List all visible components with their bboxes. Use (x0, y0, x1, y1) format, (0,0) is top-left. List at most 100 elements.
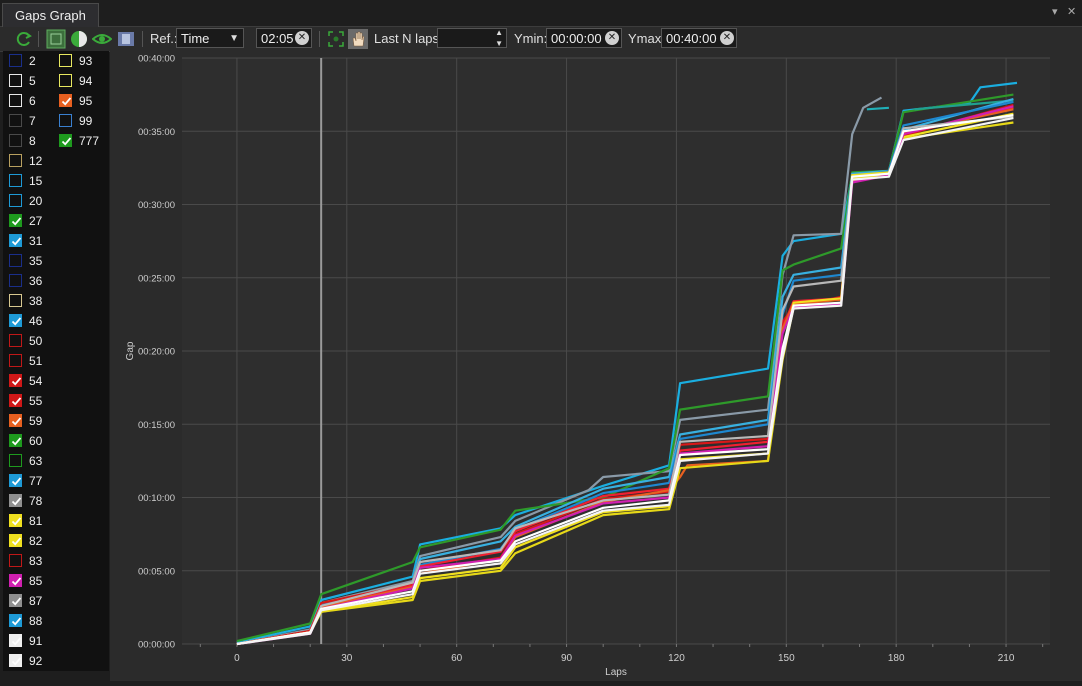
legend-item-82[interactable]: 82 (3, 531, 53, 551)
legend-checkbox[interactable] (9, 434, 22, 447)
pie-icon[interactable] (69, 29, 89, 49)
legend-item-93[interactable]: 93 (53, 51, 103, 71)
legend-checkbox[interactable] (9, 494, 22, 507)
legend-checkbox[interactable] (59, 54, 72, 67)
stepper-icon[interactable]: ▲ ▼ (495, 28, 503, 48)
legend-item-36[interactable]: 36 (3, 271, 53, 291)
legend-checkbox[interactable] (9, 554, 22, 567)
legend-checkbox[interactable] (9, 594, 22, 607)
legend-item-5[interactable]: 5 (3, 71, 53, 91)
legend-checkbox[interactable] (9, 234, 22, 247)
legend-item-95[interactable]: 95 (53, 91, 103, 111)
legend-item-55[interactable]: 55 (3, 391, 53, 411)
legend-checkbox[interactable] (9, 354, 22, 367)
legend-item-60[interactable]: 60 (3, 431, 53, 451)
series-line-15[interactable] (236, 117, 1014, 646)
y-tick-label: 00:40:00 (138, 54, 175, 65)
dropdown-arrow-icon[interactable]: ▾ (1052, 6, 1058, 18)
legend-checkbox[interactable] (9, 274, 22, 287)
legend-checkbox[interactable] (9, 474, 22, 487)
legend-checkbox[interactable] (9, 194, 22, 207)
series-line-3[interactable] (236, 93, 1014, 643)
hand-pan-icon[interactable] (348, 29, 368, 49)
legend-checkbox[interactable] (9, 114, 22, 127)
legend-checkbox[interactable] (9, 294, 22, 307)
legend-item-87[interactable]: 87 (3, 591, 53, 611)
last-n-laps-input[interactable]: ▲ ▼ (437, 28, 507, 48)
legend-checkbox[interactable] (9, 254, 22, 267)
legend-item-50[interactable]: 50 (3, 331, 53, 351)
legend-item-63[interactable]: 63 (3, 451, 53, 471)
legend-checkbox[interactable] (9, 514, 22, 527)
series-line-14[interactable] (236, 114, 1014, 646)
legend-item-31[interactable]: 31 (3, 231, 53, 251)
legend-checkbox[interactable] (9, 174, 22, 187)
legend-item-78[interactable]: 78 (3, 491, 53, 511)
legend-item-54[interactable]: 54 (3, 371, 53, 391)
time-input[interactable]: 02:05 ✕ (256, 28, 312, 48)
legend-checkbox[interactable] (9, 154, 22, 167)
legend-checkbox[interactable] (9, 54, 22, 67)
legend-item-15[interactable]: 15 (3, 171, 53, 191)
legend-item-777[interactable]: 777 (53, 131, 103, 151)
refresh-icon[interactable] (14, 29, 34, 49)
legend-checkbox[interactable] (9, 374, 22, 387)
legend-checkbox[interactable] (9, 134, 22, 147)
legend-item-83[interactable]: 83 (3, 551, 53, 571)
series-line-4[interactable] (914, 99, 1014, 111)
legend-item-81[interactable]: 81 (3, 511, 53, 531)
legend-checkbox[interactable] (9, 574, 22, 587)
legend-item-51[interactable]: 51 (3, 351, 53, 371)
legend-item-12[interactable]: 12 (3, 151, 53, 171)
legend-checkbox[interactable] (9, 614, 22, 627)
legend-checkbox[interactable] (9, 454, 22, 467)
legend-checkbox[interactable] (59, 114, 72, 127)
legend-item-38[interactable]: 38 (3, 291, 53, 311)
legend-item-7[interactable]: 7 (3, 111, 53, 131)
clear-ymin-icon[interactable]: ✕ (605, 31, 619, 45)
legend-item-46[interactable]: 46 (3, 311, 53, 331)
legend-item-35[interactable]: 35 (3, 251, 53, 271)
legend-checkbox[interactable] (9, 394, 22, 407)
legend-checkbox[interactable] (9, 414, 22, 427)
legend-item-59[interactable]: 59 (3, 411, 53, 431)
legend-checkbox[interactable] (9, 94, 22, 107)
series-line-1[interactable] (236, 96, 883, 646)
eye-icon[interactable] (92, 29, 112, 49)
legend-item-20[interactable]: 20 (3, 191, 53, 211)
legend-item-85[interactable]: 85 (3, 571, 53, 591)
legend-item-2[interactable]: 2 (3, 51, 53, 71)
legend-checkbox[interactable] (9, 654, 22, 667)
tab-gaps-graph[interactable]: Gaps Graph (2, 3, 99, 27)
legend-checkbox[interactable] (9, 634, 22, 647)
legend-item-6[interactable]: 6 (3, 91, 53, 111)
legend-item-94[interactable]: 94 (53, 71, 103, 91)
legend-item-27[interactable]: 27 (3, 211, 53, 231)
legend-item-77[interactable]: 77 (3, 471, 53, 491)
grid-view-icon[interactable] (46, 29, 66, 49)
legend-checkbox[interactable] (9, 334, 22, 347)
legend-checkbox[interactable] (9, 74, 22, 87)
legend-item-88[interactable]: 88 (3, 611, 53, 631)
ref-select[interactable]: Time ▼ (176, 28, 244, 48)
legend-item-91[interactable]: 91 (3, 631, 53, 651)
film-icon[interactable] (116, 29, 136, 49)
legend-checkbox[interactable] (59, 74, 72, 87)
ymin-input[interactable]: 00:00:00 ✕ (546, 28, 622, 48)
legend-checkbox[interactable] (9, 314, 22, 327)
close-icon[interactable]: ✕ (1067, 6, 1077, 18)
legend-item-92[interactable]: 92 (3, 651, 53, 671)
series-line-11[interactable] (236, 121, 1014, 646)
legend-item-99[interactable]: 99 (53, 111, 103, 131)
legend-checkbox[interactable] (9, 214, 22, 227)
legend-checkbox[interactable] (59, 94, 72, 107)
clear-ymax-icon[interactable]: ✕ (720, 31, 734, 45)
clear-time-icon[interactable]: ✕ (295, 31, 309, 45)
focus-icon[interactable] (326, 29, 346, 49)
legend-item-8[interactable]: 8 (3, 131, 53, 151)
legend-checkbox[interactable] (59, 134, 72, 147)
ymax-input[interactable]: 00:40:00 ✕ (661, 28, 737, 48)
gaps-chart-svg[interactable]: 0 30 60 90 120 150 180 210 00:00:00 00:05:00 00:10… (110, 51, 1082, 681)
legend-checkbox[interactable] (9, 534, 22, 547)
series-line-2[interactable] (866, 106, 889, 111)
